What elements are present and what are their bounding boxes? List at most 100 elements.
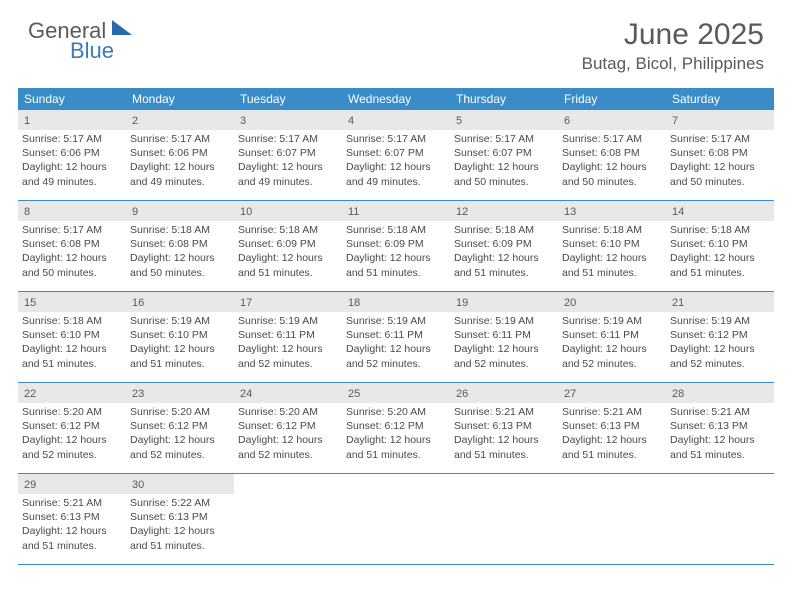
day-number-row (234, 474, 342, 476)
day-info: Sunrise: 5:18 AMSunset: 6:09 PMDaylight:… (454, 223, 554, 280)
day-info: Sunrise: 5:18 AMSunset: 6:10 PMDaylight:… (22, 314, 122, 371)
day-cell: 14Sunrise: 5:18 AMSunset: 6:10 PMDayligh… (666, 201, 774, 291)
month-title: June 2025 (582, 18, 764, 52)
day-info: Sunrise: 5:19 AMSunset: 6:11 PMDaylight:… (346, 314, 446, 371)
day-number: 3 (240, 115, 246, 127)
day-number: 22 (24, 388, 36, 400)
day-header: Saturday (666, 88, 774, 110)
day-number-row: 10 (234, 201, 342, 221)
day-info: Sunrise: 5:17 AMSunset: 6:07 PMDaylight:… (454, 132, 554, 189)
day-cell: 12 Sunrise: 5:18 AMSunset: 6:09 PMDayligh… (450, 201, 558, 291)
day-info: Sunrise: 5:22 AMSunset: 6:13 PMDaylight:… (130, 496, 230, 553)
day-info: Sunrise: 5:21 AMSunset: 6:13 PMDaylight:… (670, 405, 770, 462)
day-number: 12 (456, 206, 468, 218)
day-cell: 27 Sunrise: 5:21 AMSunset: 6:13 PMDayligh… (558, 383, 666, 473)
day-cell: 17 Sunrise: 5:19 AMSunset: 6:11 PMDayligh… (234, 292, 342, 382)
day-number-row: 2 (126, 110, 234, 130)
day-number-row: 27 (558, 383, 666, 403)
day-cell: 6Sunrise: 5:17 AMSunset: 6:08 PMDaylight… (558, 110, 666, 200)
day-number-row: 8 (18, 201, 126, 221)
day-header: Tuesday (234, 88, 342, 110)
day-cell: 9Sunrise: 5:18 AMSunset: 6:08 PMDaylight… (126, 201, 234, 291)
day-info: Sunrise: 5:17 AMSunset: 6:08 PMDaylight:… (22, 223, 122, 280)
day-number: 17 (240, 297, 252, 309)
day-number-row: 7 (666, 110, 774, 130)
day-cell: 13 Sunrise: 5:18 AMSunset: 6:10 PMDayligh… (558, 201, 666, 291)
day-info: Sunrise: 5:17 AMSunset: 6:07 PMDaylight:… (238, 132, 338, 189)
week-row: 29Sunrise: 5:21 AMSunset: 6:13 PMDayligh… (18, 474, 774, 565)
day-number: 7 (672, 115, 678, 127)
day-cell: 3 Sunrise: 5:17 AMSunset: 6:07 PMDaylight… (234, 110, 342, 200)
day-number: 8 (24, 206, 30, 218)
day-info: Sunrise: 5:19 AMSunset: 6:12 PMDaylight:… (670, 314, 770, 371)
day-header: Wednesday (342, 88, 450, 110)
day-number: 27 (564, 388, 576, 400)
day-number-row (450, 474, 558, 476)
week-row: 8 Sunrise: 5:17 AMSunset: 6:08 PMDaylight… (18, 201, 774, 292)
day-number: 28 (672, 388, 684, 400)
day-number-row: 30 (126, 474, 234, 494)
day-cell (234, 474, 342, 564)
day-info: Sunrise: 5:19 AMSunset: 6:11 PMDaylight:… (238, 314, 338, 371)
day-info: Sunrise: 5:18 AMSunset: 6:08 PMDaylight:… (130, 223, 230, 280)
day-number-row (558, 474, 666, 476)
day-number: 26 (456, 388, 468, 400)
day-number-row: 22 (18, 383, 126, 403)
day-number: 13 (564, 206, 576, 218)
day-info: Sunrise: 5:18 AMSunset: 6:09 PMDaylight:… (346, 223, 446, 280)
day-number-row (342, 474, 450, 476)
day-cell (342, 474, 450, 564)
day-number: 24 (240, 388, 252, 400)
day-info: Sunrise: 5:18 AMSunset: 6:10 PMDaylight:… (670, 223, 770, 280)
day-info: Sunrise: 5:20 AMSunset: 6:12 PMDaylight:… (130, 405, 230, 462)
day-info: Sunrise: 5:17 AMSunset: 6:08 PMDaylight:… (562, 132, 662, 189)
day-cell: 20Sunrise: 5:19 AMSunset: 6:11 PMDayligh… (558, 292, 666, 382)
day-cell: 30Sunrise: 5:22 AMSunset: 6:13 PMDayligh… (126, 474, 234, 564)
day-cell: 1Sunrise: 5:17 AMSunset: 6:06 PMDaylight… (18, 110, 126, 200)
day-number-row: 19 (450, 292, 558, 312)
day-info: Sunrise: 5:17 AMSunset: 6:07 PMDaylight:… (346, 132, 446, 189)
logo-triangle-icon (112, 20, 132, 35)
day-info: Sunrise: 5:21 AMSunset: 6:13 PMDaylight:… (454, 405, 554, 462)
day-cell: 21Sunrise: 5:19 AMSunset: 6:12 PMDayligh… (666, 292, 774, 382)
day-cell: 7 Sunrise: 5:17 AMSunset: 6:08 PMDaylight… (666, 110, 774, 200)
day-cell: 29Sunrise: 5:21 AMSunset: 6:13 PMDayligh… (18, 474, 126, 564)
day-header: Friday (558, 88, 666, 110)
day-cell: 5Sunrise: 5:17 AMSunset: 6:07 PMDaylight… (450, 110, 558, 200)
day-info: Sunrise: 5:18 AMSunset: 6:10 PMDaylight:… (562, 223, 662, 280)
day-number-row: 13 (558, 201, 666, 221)
day-number-row (666, 474, 774, 476)
day-cell: 10Sunrise: 5:18 AMSunset: 6:09 PMDayligh… (234, 201, 342, 291)
day-number: 20 (564, 297, 576, 309)
day-number-row: 1 (18, 110, 126, 130)
day-number: 25 (348, 388, 360, 400)
day-header: Sunday (18, 88, 126, 110)
day-info: Sunrise: 5:17 AMSunset: 6:08 PMDaylight:… (670, 132, 770, 189)
day-cell: 2Sunrise: 5:17 AMSunset: 6:06 PMDaylight… (126, 110, 234, 200)
day-cell (450, 474, 558, 564)
logo-line2: Blue (70, 38, 132, 64)
day-cell: 16Sunrise: 5:19 AMSunset: 6:10 PMDayligh… (126, 292, 234, 382)
day-number: 4 (348, 115, 354, 127)
day-header: Thursday (450, 88, 558, 110)
day-number-row: 23 (126, 383, 234, 403)
day-cell: 23Sunrise: 5:20 AMSunset: 6:12 PMDayligh… (126, 383, 234, 473)
day-number: 19 (456, 297, 468, 309)
day-number: 1 (24, 115, 30, 127)
day-cell: 22Sunrise: 5:20 AMSunset: 6:12 PMDayligh… (18, 383, 126, 473)
day-number-row: 15 (18, 292, 126, 312)
day-number-row: 5 (450, 110, 558, 130)
day-info: Sunrise: 5:21 AMSunset: 6:13 PMDaylight:… (22, 496, 122, 553)
title-block: June 2025 Butag, Bicol, Philippines (582, 18, 764, 74)
day-cell: 19Sunrise: 5:19 AMSunset: 6:11 PMDayligh… (450, 292, 558, 382)
day-cell (558, 474, 666, 564)
day-number: 11 (348, 206, 359, 218)
day-number-row: 26 (450, 383, 558, 403)
day-number-row: 4 (342, 110, 450, 130)
day-cell: 11 Sunrise: 5:18 AMSunset: 6:09 PMDayligh… (342, 201, 450, 291)
day-cell (666, 474, 774, 564)
day-info: Sunrise: 5:21 AMSunset: 6:13 PMDaylight:… (562, 405, 662, 462)
day-number-row: 29 (18, 474, 126, 494)
day-number: 2 (132, 115, 138, 127)
day-cell: 18Sunrise: 5:19 AMSunset: 6:11 PMDayligh… (342, 292, 450, 382)
